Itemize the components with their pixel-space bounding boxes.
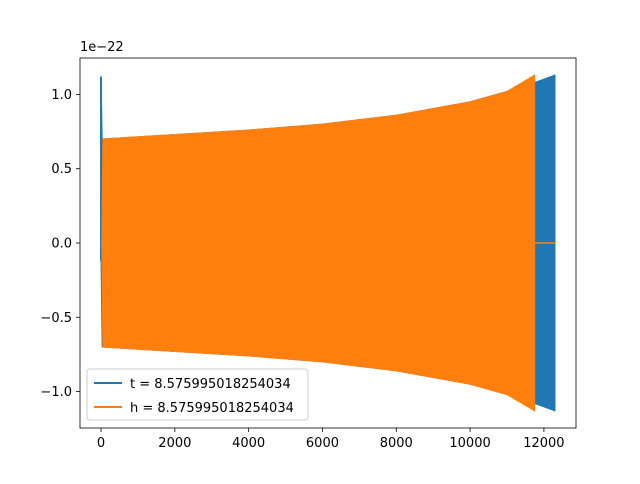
y-offset-label: 1e−22 bbox=[80, 40, 124, 55]
y-tick-label: 0.5 bbox=[51, 162, 72, 177]
plot-area bbox=[100, 74, 556, 412]
y-tick-label: 1.0 bbox=[51, 88, 72, 103]
y-tick-label: −0.5 bbox=[40, 311, 72, 326]
x-tick-label: 0 bbox=[97, 436, 105, 451]
x-tick-label: 6000 bbox=[306, 436, 339, 451]
y-axis: −1.0 −0.5 0.0 0.5 1.0 bbox=[40, 88, 80, 400]
legend-box bbox=[86, 368, 309, 421]
x-axis: 0 2000 4000 6000 8000 10000 12000 bbox=[97, 428, 565, 451]
legend-label-t: t = 8.575995018254034 bbox=[130, 377, 291, 392]
legend-label-h: h = 8.575995018254034 bbox=[130, 401, 294, 416]
x-tick-label: 12000 bbox=[523, 436, 564, 451]
legend: t = 8.575995018254034 h = 8.575995018254… bbox=[86, 368, 309, 421]
x-tick-label: 10000 bbox=[449, 436, 490, 451]
x-tick-label: 8000 bbox=[380, 436, 413, 451]
series-h bbox=[101, 74, 555, 412]
x-tick-label: 4000 bbox=[232, 436, 265, 451]
y-tick-label: −1.0 bbox=[40, 385, 72, 400]
x-tick-label: 2000 bbox=[158, 436, 191, 451]
y-tick-label: 0.0 bbox=[51, 237, 72, 252]
